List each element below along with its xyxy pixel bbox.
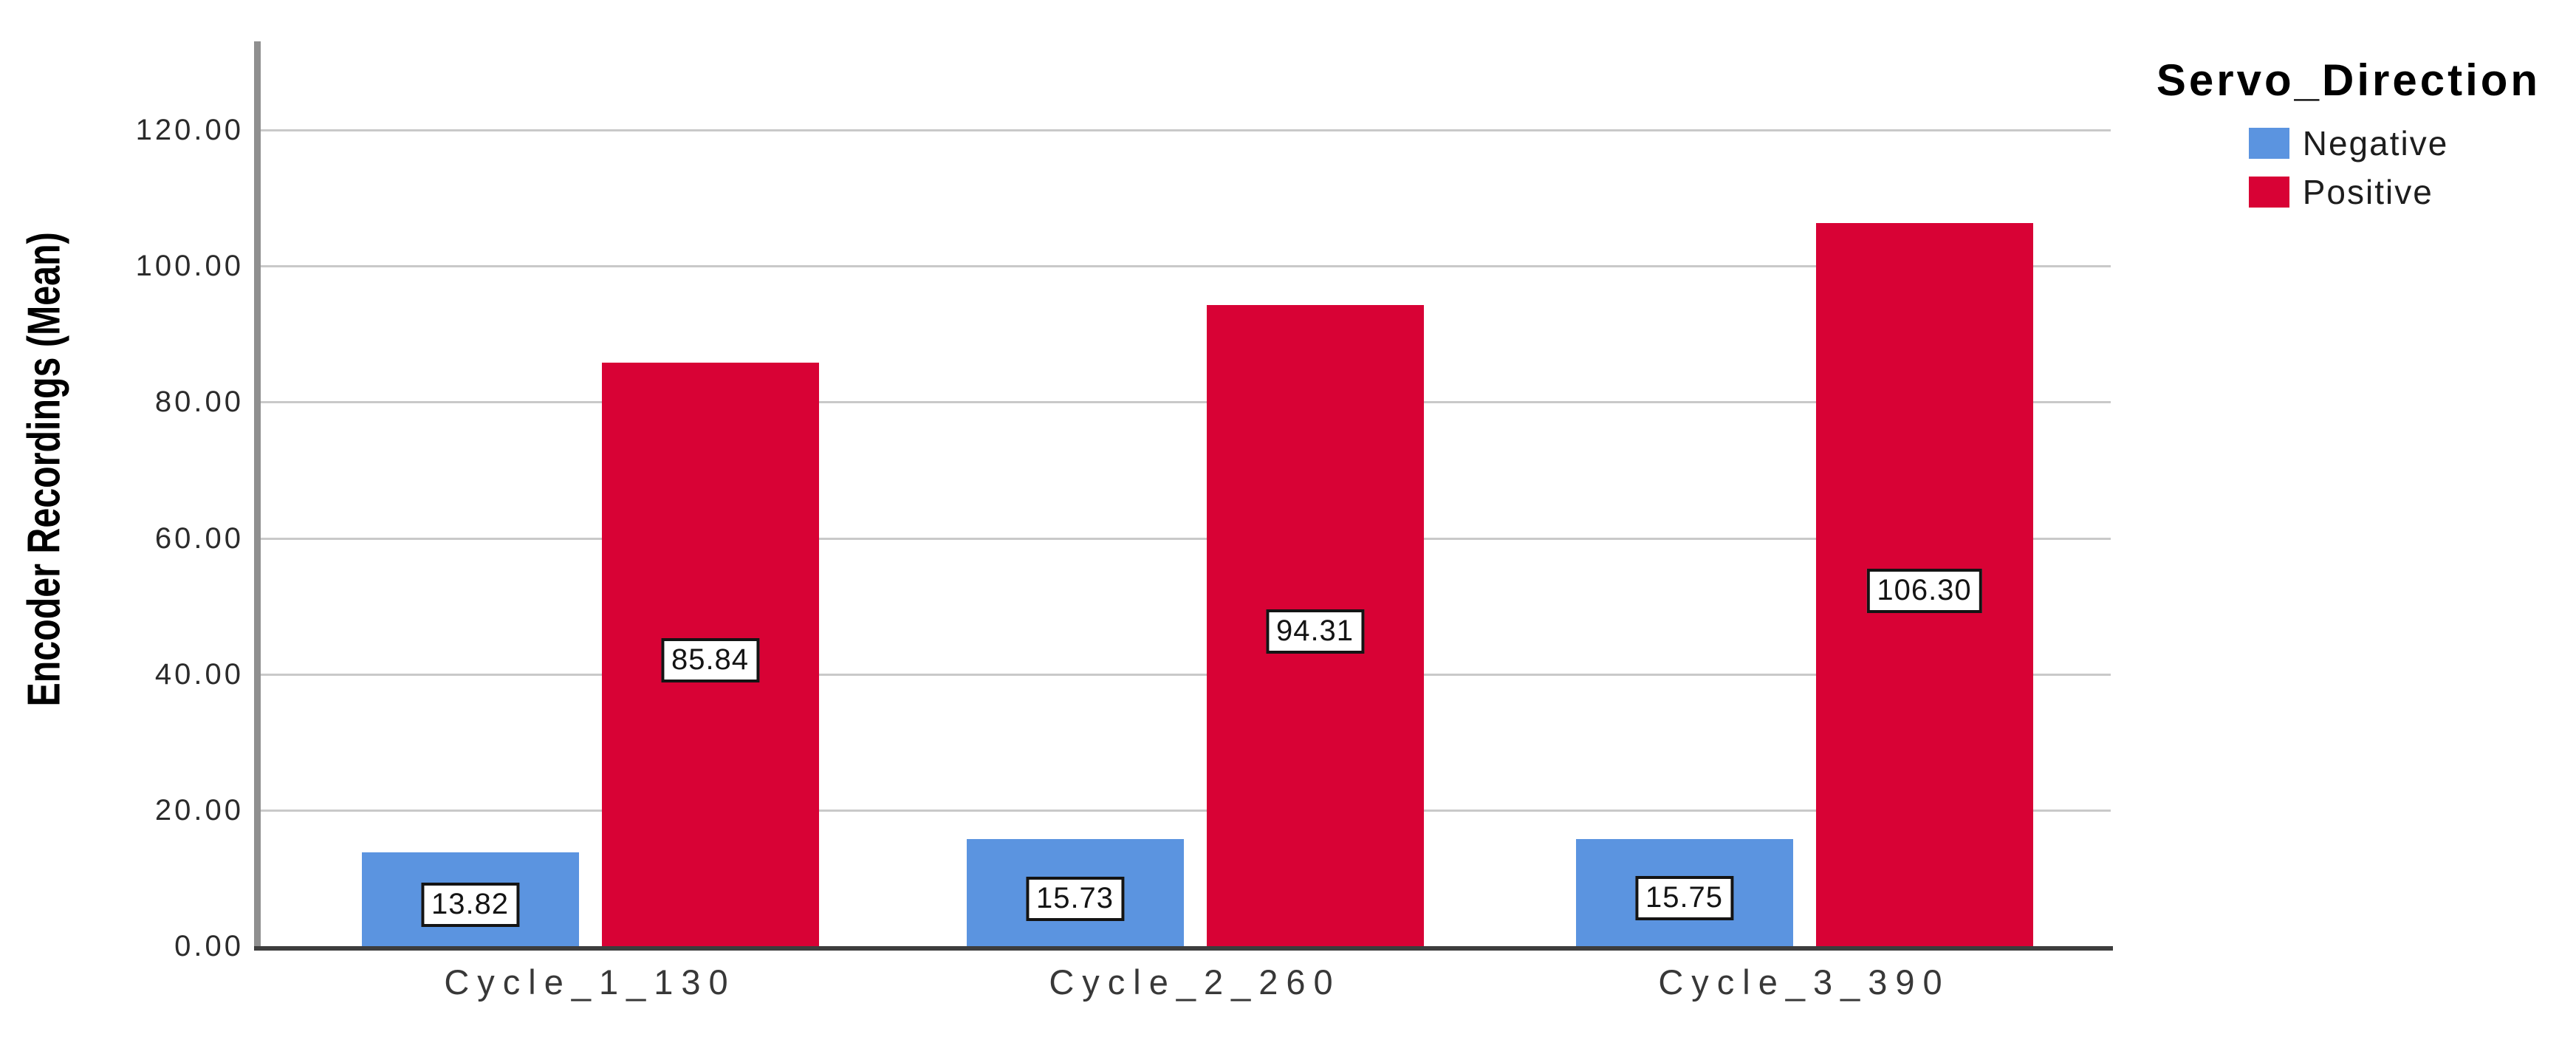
legend-swatch-positive	[2248, 177, 2289, 208]
gridline-100	[261, 265, 2111, 268]
y-tick-label-0: 0.00	[174, 930, 244, 962]
bar-value-label-negative-cycle_3_390: 15.75	[1634, 876, 1734, 921]
y-axis-line	[254, 41, 261, 951]
y-tick-label-100: 100.00	[135, 250, 244, 283]
legend-swatch-negative	[2248, 128, 2289, 159]
x-axis-line	[254, 946, 2113, 951]
x-tick-label-cycle_2_260: Cycle_2_260	[1049, 962, 1341, 1002]
x-tick-label-cycle_3_390: Cycle_3_390	[1658, 962, 1950, 1002]
y-tick-label-40: 40.00	[154, 657, 244, 691]
legend-label-negative: Negative	[2302, 124, 2449, 162]
gridline-120	[261, 129, 2111, 132]
bar-value-label-positive-cycle_2_260: 94.31	[1265, 609, 1365, 654]
y-tick-label-60: 60.00	[154, 521, 244, 555]
bar-value-label-positive-cycle_1_130: 85.84	[660, 637, 760, 682]
legend: Servo_Direction Negative Positive	[2127, 55, 2570, 212]
bar-value-label-positive-cycle_3_390: 106.30	[1866, 568, 1982, 613]
gridline-40	[261, 673, 2111, 676]
y-axis-title: Encoder Recordings (Mean)	[18, 232, 70, 707]
legend-row-positive: Positive	[2248, 172, 2449, 212]
legend-row-negative: Negative	[2248, 123, 2449, 163]
legend-label-positive: Positive	[2302, 173, 2433, 211]
y-tick-label-120: 120.00	[135, 114, 244, 147]
x-tick-label-cycle_1_130: Cycle_1_130	[444, 962, 736, 1002]
bar-value-label-negative-cycle_2_260: 15.73	[1025, 876, 1125, 921]
legend-title: Servo_Direction	[2156, 55, 2541, 105]
gridline-60	[261, 537, 2111, 540]
bar-value-label-negative-cycle_1_130: 13.82	[420, 883, 520, 928]
y-tick-label-20: 20.00	[154, 793, 244, 826]
gridline-20	[261, 809, 2111, 812]
legend-items: Negative Positive	[2248, 123, 2449, 212]
plot-area: 13.82 85.84 15.73 94.31 15.75 106.30	[261, 41, 2111, 946]
y-tick-label-80: 80.00	[154, 386, 244, 419]
gridline-80	[261, 401, 2111, 404]
